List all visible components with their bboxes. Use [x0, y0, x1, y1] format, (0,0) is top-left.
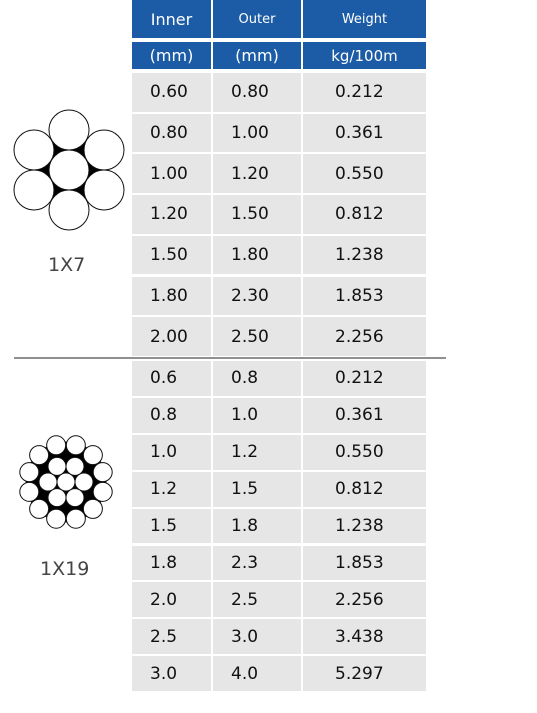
- table-cell: 0.550: [303, 154, 426, 194]
- table-cell: 0.550: [303, 434, 426, 470]
- table-cell: 2.5: [213, 582, 301, 618]
- header-cell: kg/100m: [303, 42, 426, 69]
- table-cell: 1.853: [303, 276, 426, 316]
- table-cell: 0.361: [303, 113, 426, 153]
- table-cell: 0.60: [132, 73, 211, 112]
- strand-label: 1X7: [48, 254, 86, 276]
- wire: [38, 472, 58, 492]
- table-cell: 0.8: [132, 397, 211, 433]
- wire: [65, 508, 86, 529]
- table-cell: 2.0: [132, 582, 211, 618]
- table-cell: 1.50: [132, 235, 211, 275]
- wire: [19, 462, 40, 483]
- table-cell: 1.50: [213, 195, 301, 234]
- table-cell: 3.0: [132, 656, 211, 692]
- header-cell: (mm): [213, 42, 301, 69]
- table-cell: 1.2: [132, 471, 211, 507]
- wire: [46, 435, 67, 456]
- table-cell: 1.00: [213, 113, 301, 153]
- table-cell: 3.438: [303, 619, 426, 655]
- wire: [82, 445, 103, 466]
- table-cell: 1.0: [213, 397, 301, 433]
- wire: [46, 508, 67, 529]
- wire: [56, 472, 76, 492]
- wire: [92, 481, 113, 502]
- strand-1x7: [13, 109, 125, 231]
- table-cell: 0.212: [303, 361, 426, 396]
- table-cell: 1.20: [213, 154, 301, 194]
- wire: [47, 456, 67, 476]
- table-cell: 2.50: [213, 317, 301, 356]
- header-cell: Weight: [303, 0, 426, 38]
- table-cell: 0.80: [132, 113, 211, 153]
- table-cell: 1.5: [132, 508, 211, 544]
- wire: [65, 456, 85, 476]
- table-cell: 0.6: [132, 361, 211, 396]
- table-cell: 0.812: [303, 195, 426, 234]
- header-cell: Inner: [132, 0, 211, 38]
- table-cell: 2.256: [303, 317, 426, 356]
- wire: [92, 462, 113, 483]
- table-cell: 5.297: [303, 656, 426, 692]
- table-cell: 1.0: [132, 434, 211, 470]
- table-cell: 2.30: [213, 276, 301, 316]
- table-cell: 2.3: [213, 545, 301, 581]
- table-cell: 1.20: [132, 195, 211, 234]
- wire: [47, 488, 67, 508]
- table-cell: 0.8: [213, 361, 301, 396]
- table-cell: 2.00: [132, 317, 211, 356]
- wire: [65, 435, 86, 456]
- table-cell: 0.80: [213, 73, 301, 112]
- table-cell: 1.853: [303, 545, 426, 581]
- table-cell: 1.80: [132, 276, 211, 316]
- wire: [29, 498, 50, 519]
- table-cell: 1.80: [213, 235, 301, 275]
- table-cell: 0.812: [303, 471, 426, 507]
- table-cell: 1.00: [132, 154, 211, 194]
- header-cell: (mm): [132, 42, 211, 69]
- table-cell: 3.0: [213, 619, 301, 655]
- header-cell: Outer: [213, 0, 301, 38]
- table-cell: 1.8: [213, 508, 301, 544]
- table-cell: 1.238: [303, 235, 426, 275]
- table-cell: 4.0: [213, 656, 301, 692]
- wire: [29, 445, 50, 466]
- table-cell: 1.5: [213, 471, 301, 507]
- table-cell: 2.5: [132, 619, 211, 655]
- table-cell: 0.212: [303, 73, 426, 112]
- table-cell: 0.361: [303, 397, 426, 433]
- wire: [74, 472, 94, 492]
- wire: [65, 488, 85, 508]
- strand-1x19: [19, 435, 113, 529]
- table-cell: 1.8: [132, 545, 211, 581]
- wire: [19, 481, 40, 502]
- strand-label: 1X19: [40, 558, 90, 580]
- table-cell: 2.256: [303, 582, 426, 618]
- table-cell: 1.238: [303, 508, 426, 544]
- table-cell: 1.2: [213, 434, 301, 470]
- wire: [82, 498, 103, 519]
